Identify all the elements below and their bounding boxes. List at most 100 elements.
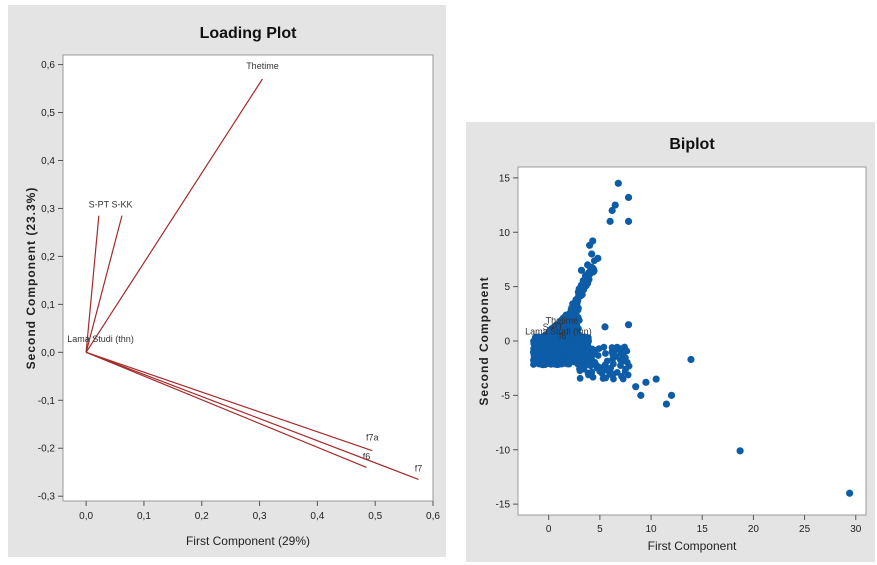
data-point (571, 358, 579, 366)
data-point (569, 346, 576, 354)
data-point (614, 179, 622, 187)
data-point (624, 193, 633, 202)
y-tick-label: -15 (496, 500, 511, 511)
data-point (624, 217, 633, 225)
data-point (577, 361, 585, 369)
x-tick-label: 0,0 (79, 511, 93, 522)
data-point (564, 359, 572, 367)
loading-vector (85, 351, 373, 452)
data-point (622, 365, 630, 373)
data-point (575, 316, 583, 324)
data-point (588, 250, 596, 258)
data-point (608, 344, 616, 351)
x-axis-label: First Component (29%) (186, 534, 310, 548)
y-tick-label: 5 (504, 282, 510, 293)
data-point (571, 334, 579, 342)
data-point (558, 340, 565, 348)
biplot-variable-label: Thetime (546, 316, 579, 326)
data-point (602, 350, 609, 357)
data-point (564, 350, 572, 358)
plot-area (62, 54, 434, 502)
vector-label: Thetime (246, 61, 279, 71)
data-point (576, 374, 584, 382)
x-tick-label: 0,3 (253, 511, 267, 522)
data-point (622, 354, 629, 362)
data-point (578, 333, 585, 341)
biplot-variable-label: Lama Studi (thn) (525, 326, 592, 336)
data-point (613, 368, 621, 376)
y-tick-label: -10 (496, 445, 511, 456)
x-tick-label: 30 (850, 524, 862, 535)
y-tick-label: -5 (501, 391, 510, 402)
data-point (584, 261, 592, 269)
data-point (566, 336, 573, 344)
data-point (557, 323, 565, 331)
data-point (637, 391, 645, 399)
y-tick-label: 0,1 (41, 300, 55, 311)
data-point (606, 217, 614, 225)
x-tick-label: 0,4 (310, 511, 324, 522)
y-tick-label: 0 (504, 337, 510, 348)
data-point (608, 206, 616, 215)
data-point (617, 350, 625, 358)
y-tick-label: 0,0 (41, 348, 55, 359)
x-tick-label: 5 (597, 524, 603, 535)
x-tick-label: 0,2 (195, 511, 209, 522)
chart-title: Biplot (669, 136, 715, 153)
biplot-chart: Biplot 0 5 10 15 20 25 30 15 10 5 0 -5 -10 -15 First Co… (477, 136, 867, 553)
data-point (598, 364, 606, 372)
data-point (609, 360, 617, 368)
y-tick-label: 0,2 (41, 252, 55, 263)
data-point (545, 352, 553, 359)
y-axis-label: Second Component (23.3%) (24, 187, 38, 370)
y-tick-label: 0,5 (41, 108, 55, 119)
data-point (599, 375, 607, 382)
vector-label: S-KK (111, 200, 132, 210)
loading-vector (85, 351, 419, 480)
data-point (548, 344, 556, 352)
data-point (687, 355, 695, 364)
y-axis-label: Second Component (477, 276, 491, 405)
data-point (559, 314, 567, 322)
data-point (642, 378, 650, 386)
y-tick-label: -0,2 (38, 444, 56, 455)
data-point (632, 383, 640, 391)
data-point (577, 266, 586, 274)
data-point (555, 353, 563, 361)
y-tick-label: 15 (499, 173, 511, 184)
vector-label: f7 (415, 463, 423, 473)
data-point (618, 372, 625, 380)
data-point (624, 321, 633, 329)
y-tick-label: 0,4 (41, 156, 55, 167)
data-point (584, 341, 591, 349)
x-tick-label: 25 (799, 524, 811, 535)
data-point (558, 358, 565, 366)
data-point (604, 367, 612, 374)
vector-label: f6 (363, 451, 371, 461)
vector-label: f7a (366, 433, 379, 443)
data-point (572, 304, 580, 312)
data-point (594, 254, 602, 262)
x-tick-label: 0,1 (137, 511, 151, 522)
x-tick-label: 0 (546, 524, 552, 535)
y-tick-label: -0,1 (38, 396, 56, 407)
data-point (536, 349, 544, 356)
data-point (570, 317, 578, 325)
data-point (566, 310, 574, 318)
loading-vector (85, 215, 100, 353)
x-axis-label: First Component (648, 539, 737, 553)
data-point (568, 341, 576, 349)
x-tick-label: 20 (748, 524, 760, 535)
y-tick-label: 0,3 (41, 204, 55, 215)
x-tick-label: 0,6 (426, 511, 440, 522)
data-point (557, 330, 565, 337)
loading-vector (85, 351, 367, 468)
data-point (601, 323, 609, 331)
data-point (584, 353, 592, 361)
loading-plot-chart: Loading Plot 0,0 0,1 0,2 0,3 0,4 0,5 0,6 0,6 0,5 0… (24, 25, 440, 548)
chart-title: Loading Plot (200, 25, 298, 42)
data-point (621, 343, 628, 351)
data-point (611, 201, 619, 209)
data-point (538, 336, 546, 344)
y-tick-label: 0,6 (41, 60, 55, 71)
